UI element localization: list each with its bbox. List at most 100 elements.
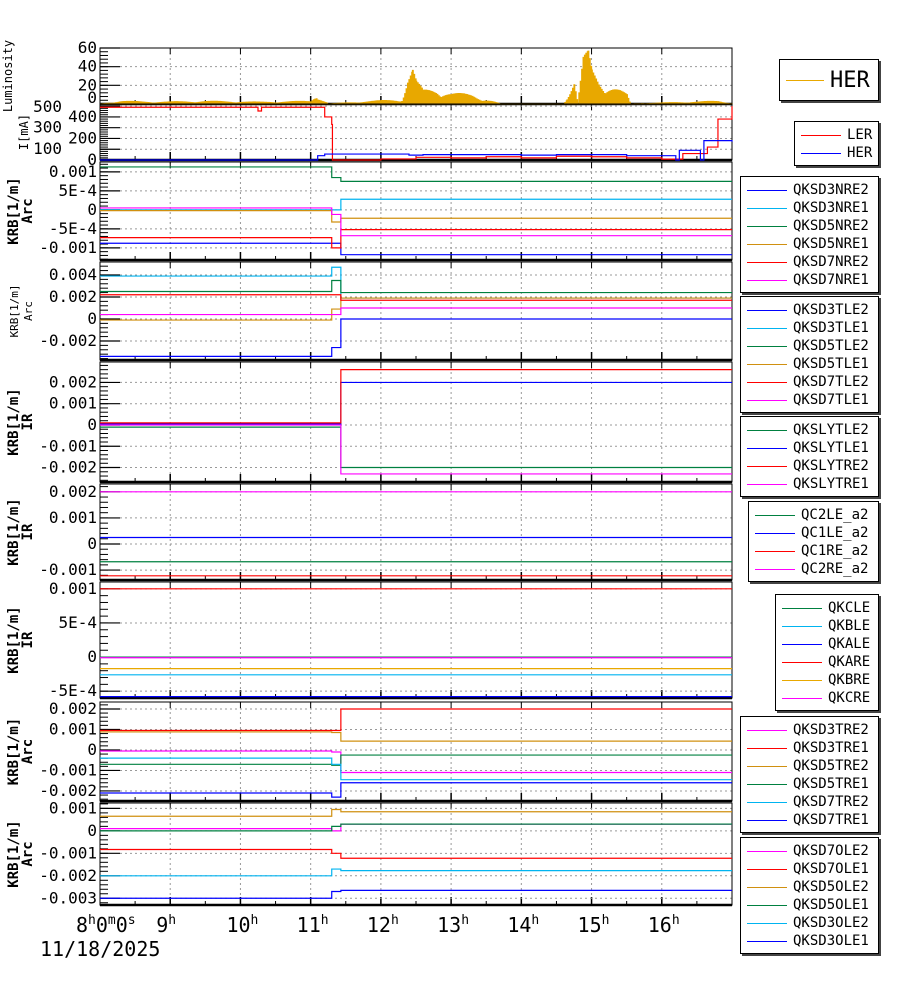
legend-label: QKSD3NRE1 <box>793 200 869 216</box>
legend-swatch <box>747 922 787 924</box>
legend: HER <box>779 59 879 101</box>
legend-label: QKSD5NRE2 <box>793 218 869 234</box>
series-line-her <box>100 140 733 161</box>
series-line-ler <box>100 106 733 161</box>
series-line-qksd5tre1 <box>100 754 732 766</box>
legend-swatch <box>747 868 787 870</box>
legend-entry: QKSD3OLE1 <box>741 932 878 950</box>
legend-label: QKSD7TRE2 <box>793 794 869 810</box>
legend-label: LER <box>847 127 873 143</box>
legend-swatch <box>747 904 787 906</box>
y-tick-label: 0 <box>87 415 97 434</box>
legend-swatch <box>747 327 787 329</box>
y-axis-label: Arc <box>22 301 35 321</box>
y-tick-label: 500 <box>33 97 62 116</box>
x-tick-label-part: h <box>251 913 259 928</box>
x-tick-label-part: 11 <box>297 913 321 937</box>
y-axis-label: IR <box>20 523 36 540</box>
legend-swatch <box>747 207 787 209</box>
y-tick-label: 0.002 <box>49 287 97 306</box>
series-line-qksd7tre2 <box>100 757 732 781</box>
legend-entry: QKSD7TRE1 <box>741 811 878 829</box>
legend-swatch <box>747 819 787 821</box>
x-tick-label-part: h <box>321 913 329 928</box>
legend-entry: QKSD3TRE2 <box>741 721 878 739</box>
y-tick-label: 40 <box>78 57 97 76</box>
legend-label: HER <box>847 145 873 161</box>
y-axis-label: KRB[1/m] <box>6 606 22 673</box>
legend-label: QKSD7NRE2 <box>793 254 869 270</box>
legend-label: QKSD7TLE1 <box>793 392 869 408</box>
legend-swatch <box>786 79 824 81</box>
legend-swatch <box>747 850 787 852</box>
y-axis-label: KRB[1/m] <box>6 388 22 455</box>
x-tick-label: 9h <box>156 913 176 937</box>
legend-label: QKCLE <box>828 600 871 616</box>
legend-swatch <box>747 465 787 467</box>
y-tick-label: -0.001 <box>39 238 97 257</box>
x-tick-label: 14h <box>507 913 539 937</box>
legend-entry: LER <box>795 126 878 144</box>
legend-swatch <box>801 152 841 154</box>
panel-frame <box>99 581 733 699</box>
y-axis-label: KRB[1/m] <box>6 498 22 565</box>
legend-label: QKSLYTLE1 <box>793 440 869 456</box>
legend-swatch <box>747 243 787 245</box>
series-line-qksd7tle2 <box>100 294 732 301</box>
y-tick-label: -0.003 <box>39 888 97 907</box>
x-tick-label-part: 12 <box>367 913 391 937</box>
legend-label: QKSD3TLE1 <box>793 320 869 336</box>
legend-swatch <box>755 532 795 534</box>
x-axis-date-label: 11/18/2025 <box>40 937 160 961</box>
legend: QKCLE QKBLE QKALE QKARE QKBRE QKCRE <box>775 594 879 711</box>
legend: QKSD3NRE2 QKSD3NRE1 QKSD5NRE2 QKSD5NRE1 QKSD… <box>740 176 879 293</box>
legend-entry: QKSD7NRE1 <box>741 271 878 289</box>
legend-label: QKSD3NRE2 <box>793 182 869 198</box>
legend-entry: QKCRE <box>776 689 878 707</box>
legend-swatch <box>747 940 787 942</box>
y-tick-label: 0 <box>87 309 97 328</box>
legend-entry: QKSD5OLE1 <box>741 896 878 914</box>
series-line-qkslytle2 <box>100 426 732 469</box>
series-line-qksd3nre2 <box>100 242 732 256</box>
legend: QC2LE_a2 QC1LE_a2 QC1RE_a2 QC2RE_a2 <box>748 501 879 582</box>
x-tick-label-part: 9 <box>156 913 168 937</box>
legend-label: QKSD7NRE1 <box>793 272 869 288</box>
legend-label: QKSD3TRE2 <box>793 722 869 738</box>
y-tick-label: 60 <box>78 38 97 57</box>
y-tick-label: 0.001 <box>49 162 97 181</box>
x-tick-label-part: 0 <box>96 913 108 937</box>
legend-swatch <box>755 514 795 516</box>
legend: QKSLYTLE2 QKSLYTLE1 QKSLYTRE2 QKSLYTRE1 <box>740 416 879 497</box>
legend-entry: QKSLYTRE2 <box>741 457 878 475</box>
legend-label: QKSD3OLE2 <box>793 915 869 931</box>
panel-frame <box>99 103 733 161</box>
legend-label: QKALE <box>828 636 871 652</box>
legend-entry: QKSD5TRE2 <box>741 757 878 775</box>
x-tick-label-part: h <box>602 913 610 928</box>
legend-entry: QKSD3NRE1 <box>741 199 878 217</box>
legend-swatch <box>747 729 787 731</box>
y-axis-label: IR <box>20 413 36 430</box>
y-tick-label: 400 <box>68 107 97 126</box>
legend: QKSD3TRE2 QKSD3TRE1 QKSD5TRE2 QKSD5TRE1 QKSD… <box>740 716 879 833</box>
legend-entry: QKSD5NRE1 <box>741 235 878 253</box>
legend-entry: QKSD3NRE2 <box>741 181 878 199</box>
legend-swatch <box>747 261 787 263</box>
y-tick-label: 0 <box>87 150 97 169</box>
legend-entry: QKBLE <box>776 617 878 635</box>
legend-swatch <box>747 447 787 449</box>
legend-entry: QKSD7TLE1 <box>741 391 878 409</box>
series-line-qksd3ole1 <box>100 889 732 899</box>
y-axis-label: Arc <box>20 841 36 866</box>
series-line-qkslytle1 <box>100 381 732 425</box>
legend-entry: QC1RE_a2 <box>749 542 878 560</box>
legend-swatch <box>747 345 787 347</box>
legend-swatch <box>782 661 822 663</box>
legend-entry: QKSD5OLE2 <box>741 878 878 896</box>
y-axis-label: KRB[1/m] <box>6 820 22 887</box>
series-line-qksd7nre2 <box>100 229 732 249</box>
legend-entry: HER <box>795 144 878 162</box>
legend-entry: QKBRE <box>776 671 878 689</box>
